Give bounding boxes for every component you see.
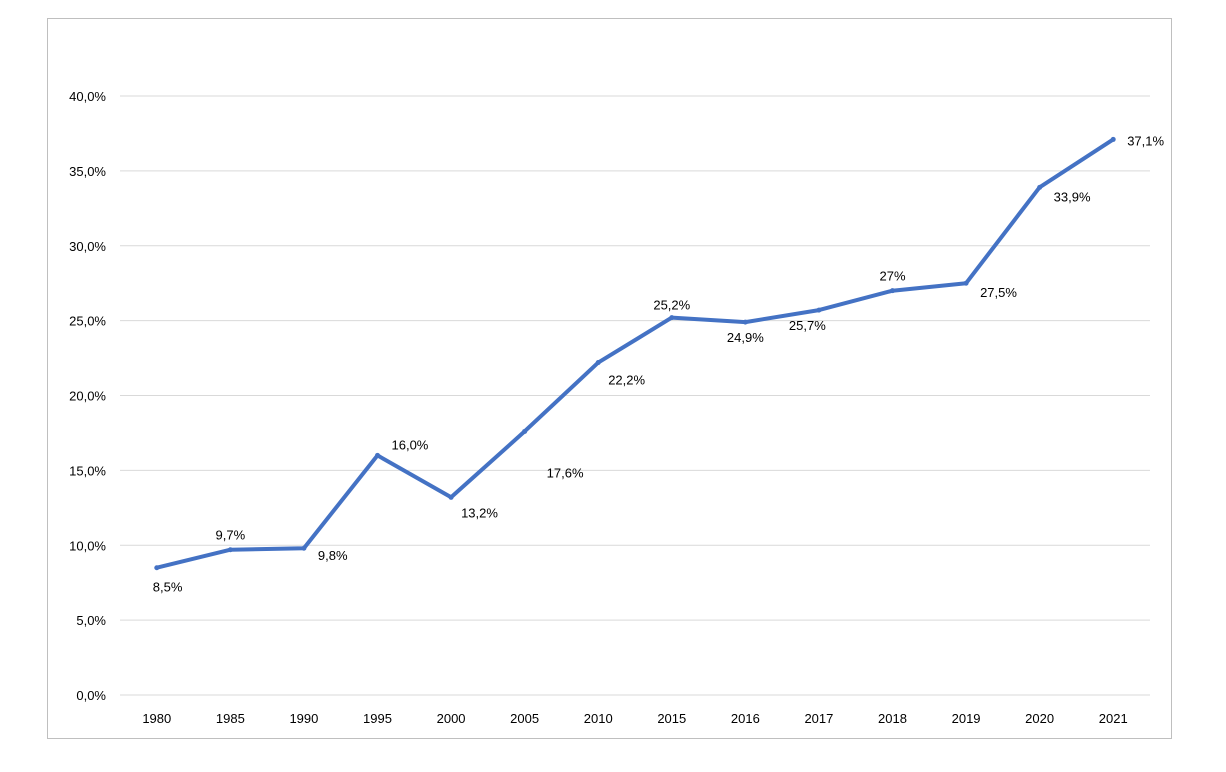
data-label: 33,9% [1054, 189, 1091, 204]
data-label: 13,2% [461, 505, 498, 520]
data-label: 22,2% [608, 373, 645, 388]
data-label: 8,5% [153, 580, 183, 595]
data-label: 16,0% [392, 437, 429, 452]
data-label: 37,1% [1127, 133, 1164, 148]
x-tick-label: 2020 [1025, 711, 1054, 726]
x-tick-label: 2021 [1099, 711, 1128, 726]
data-point [890, 288, 895, 294]
y-tick-label: 5,0% [76, 613, 106, 628]
y-tick-label: 0,0% [76, 688, 106, 703]
y-tick-label: 15,0% [69, 463, 106, 478]
data-point [375, 452, 380, 458]
data-label: 17,6% [547, 465, 584, 480]
data-label: 9,7% [216, 528, 246, 543]
y-tick-label: 40,0% [69, 89, 106, 104]
data-point [448, 494, 454, 500]
data-label: 25,2% [653, 298, 690, 313]
series-line-group [154, 136, 1116, 571]
y-axis: 0,0% 5,0% 10,0% 15,0% 20,0% 25,0% 30,0% 35,0% 40… [69, 89, 106, 703]
data-point [816, 307, 822, 313]
x-axis: 1980 1985 1990 1995 2000 2005 2010 2015 2016 2017… [142, 711, 1127, 726]
data-label: 27% [879, 269, 905, 284]
chart-frame [47, 18, 1172, 739]
x-tick-label: 1985 [216, 711, 245, 726]
x-tick-label: 1990 [289, 711, 318, 726]
x-tick-label: 2019 [952, 711, 981, 726]
data-point [1037, 184, 1043, 190]
data-point [595, 360, 601, 366]
x-tick-label: 1980 [142, 711, 171, 726]
x-tick-label: 2016 [731, 711, 760, 726]
gridlines [120, 95, 1150, 696]
data-point [963, 280, 969, 286]
series-line [154, 137, 1116, 570]
data-point [301, 545, 307, 551]
data-label: 25,7% [789, 318, 826, 333]
data-label: 27,5% [980, 285, 1017, 300]
data-label: 9,8% [318, 548, 348, 563]
data-point [154, 565, 160, 571]
x-tick-label: 2017 [804, 711, 833, 726]
data-point [669, 315, 675, 321]
data-labels: 8,5% 9,7% 9,8% 16,0% 13,2% 17,6% 22,2% 25,2% 24,… [153, 133, 1165, 594]
y-tick-label: 35,0% [69, 164, 106, 179]
data-point [1110, 136, 1116, 142]
y-tick-label: 25,0% [69, 314, 106, 329]
x-tick-label: 1995 [363, 711, 392, 726]
data-point [742, 319, 748, 325]
data-label: 24,9% [727, 330, 764, 345]
x-tick-label: 2018 [878, 711, 907, 726]
x-tick-label: 2005 [510, 711, 539, 726]
x-tick-label: 2000 [437, 711, 466, 726]
x-tick-label: 2010 [584, 711, 613, 726]
x-tick-label: 2015 [657, 711, 686, 726]
y-tick-label: 10,0% [69, 538, 106, 553]
data-point [522, 428, 528, 434]
y-tick-label: 20,0% [69, 389, 106, 404]
y-tick-label: 30,0% [69, 239, 106, 254]
data-point [227, 547, 233, 553]
